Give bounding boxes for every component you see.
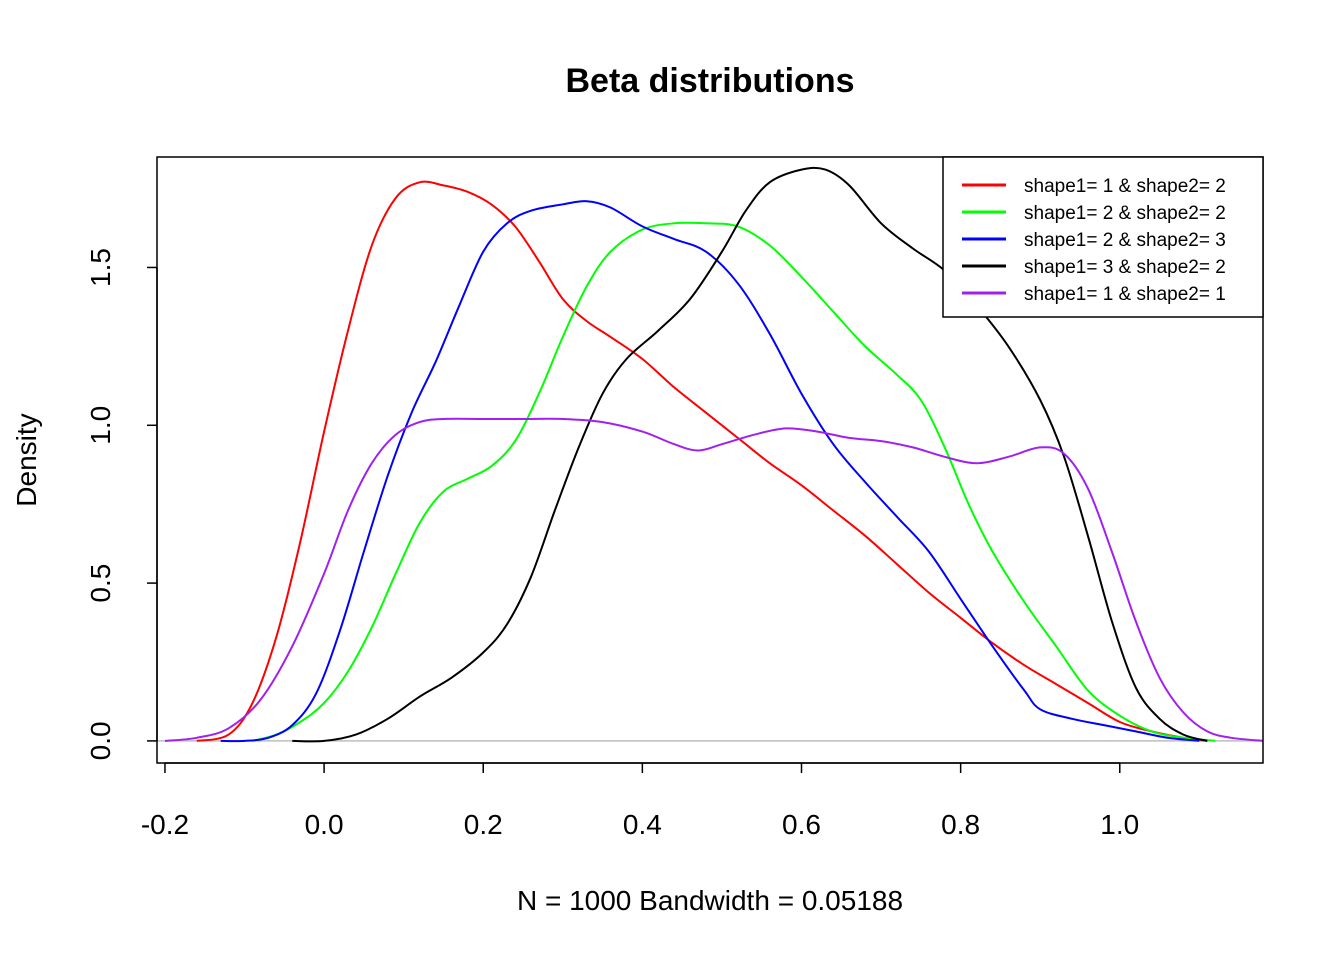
x-axis-label: N = 1000 Bandwidth = 0.05188 — [517, 885, 903, 916]
x-tick-label: 0.6 — [782, 809, 821, 840]
series-line-4 — [292, 166, 1208, 743]
series-layer — [164, 166, 1264, 743]
x-tick-label: 0.8 — [941, 809, 980, 840]
y-tick-label: 1.0 — [85, 406, 116, 445]
y-tick-label: 0.5 — [85, 564, 116, 603]
y-tick-label: 0.0 — [85, 721, 116, 760]
legend-label: shape1= 2 & shape2= 2 — [1024, 203, 1226, 224]
legend-label: shape1= 1 & shape2= 2 — [1024, 176, 1226, 197]
legend-label: shape1= 3 & shape2= 2 — [1024, 257, 1226, 278]
x-tick-label: -0.2 — [141, 809, 189, 840]
legend: shape1= 1 & shape2= 2 shape1= 2 & shape2=… — [942, 156, 1264, 318]
series-line-2 — [252, 221, 1216, 742]
chart-title: Beta distributions — [565, 62, 854, 100]
x-tick-label: 1.0 — [1100, 809, 1139, 840]
y-tick-label: 1.5 — [85, 248, 116, 287]
x-tick-label: 0.2 — [464, 809, 503, 840]
x-tick-label: 0.4 — [623, 809, 662, 840]
series-line-1 — [196, 180, 1208, 742]
series-line-5 — [164, 417, 1264, 742]
y-axis: 0.0 0.5 1.0 1.5 — [85, 248, 158, 760]
x-tick-label: 0.0 — [305, 809, 344, 840]
y-axis-label: Density — [11, 413, 42, 506]
legend-label: shape1= 2 & shape2= 3 — [1024, 230, 1226, 251]
legend-label: shape1= 1 & shape2= 1 — [1024, 284, 1226, 305]
x-axis: -0.2 0.0 0.2 0.4 0.6 0.8 1.0 — [141, 762, 1139, 840]
series-line-3 — [220, 200, 1200, 743]
